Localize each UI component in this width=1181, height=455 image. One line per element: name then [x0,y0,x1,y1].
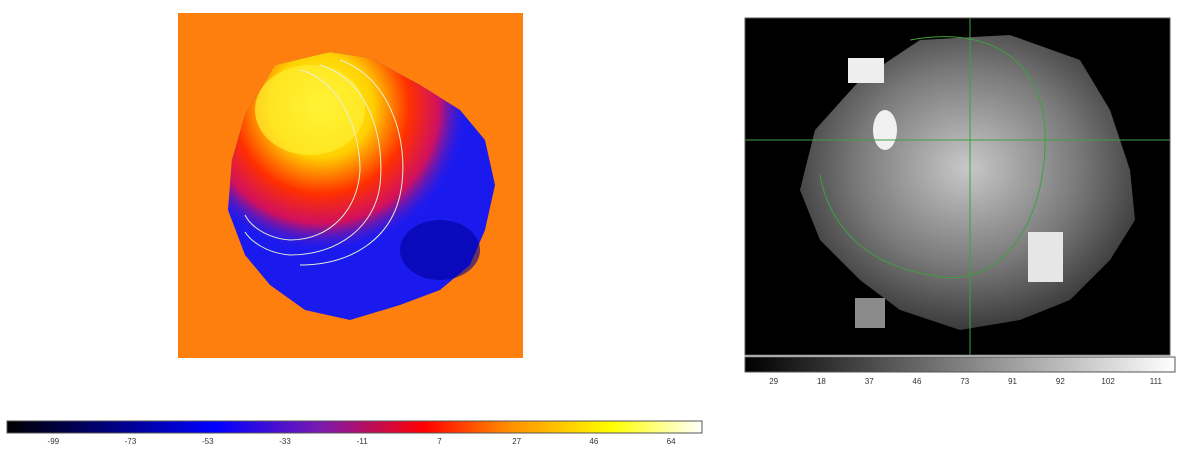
colorbar-tick-label: 7 [437,437,442,446]
velocity-map [178,13,523,358]
colorbar-tick-label: 92 [1056,377,1065,386]
map-trough [400,220,480,280]
colorbar-tick-label: 37 [865,377,874,386]
colorbar-tick-label: 46 [589,437,598,446]
map-patch [1028,232,1063,282]
colorbar-tick-label: 102 [1101,377,1115,386]
colorbar-tick-label: 111 [1150,377,1163,386]
map-patch [848,58,884,83]
map-patch [855,298,885,328]
colorbar-tick-label: -11 [357,437,369,446]
intensity-map [744,17,1171,356]
colorbar-tick-label: -53 [202,437,214,446]
overlay-lines [745,18,1170,355]
colorbar-tick-label: 91 [1008,377,1017,386]
left-colorbar [6,420,703,434]
colorbar-tick-label: -73 [125,437,137,446]
colorbar-tick-label: -99 [48,437,60,446]
colorbar-tick-label: -33 [279,437,291,446]
colorbar-tick-label: 73 [960,377,969,386]
colorbar-tick-label: 18 [817,377,826,386]
map-peak [255,65,365,155]
map-peak [873,110,897,150]
right-colorbar [744,356,1176,373]
map-frame [744,17,1171,356]
colorbar-tick-label: 27 [512,437,521,446]
colorbar-tick-label: 29 [769,377,778,386]
colorbar-tick-label: 64 [667,437,676,446]
colorbar-tick-label: 46 [913,377,922,386]
contours [244,59,404,266]
